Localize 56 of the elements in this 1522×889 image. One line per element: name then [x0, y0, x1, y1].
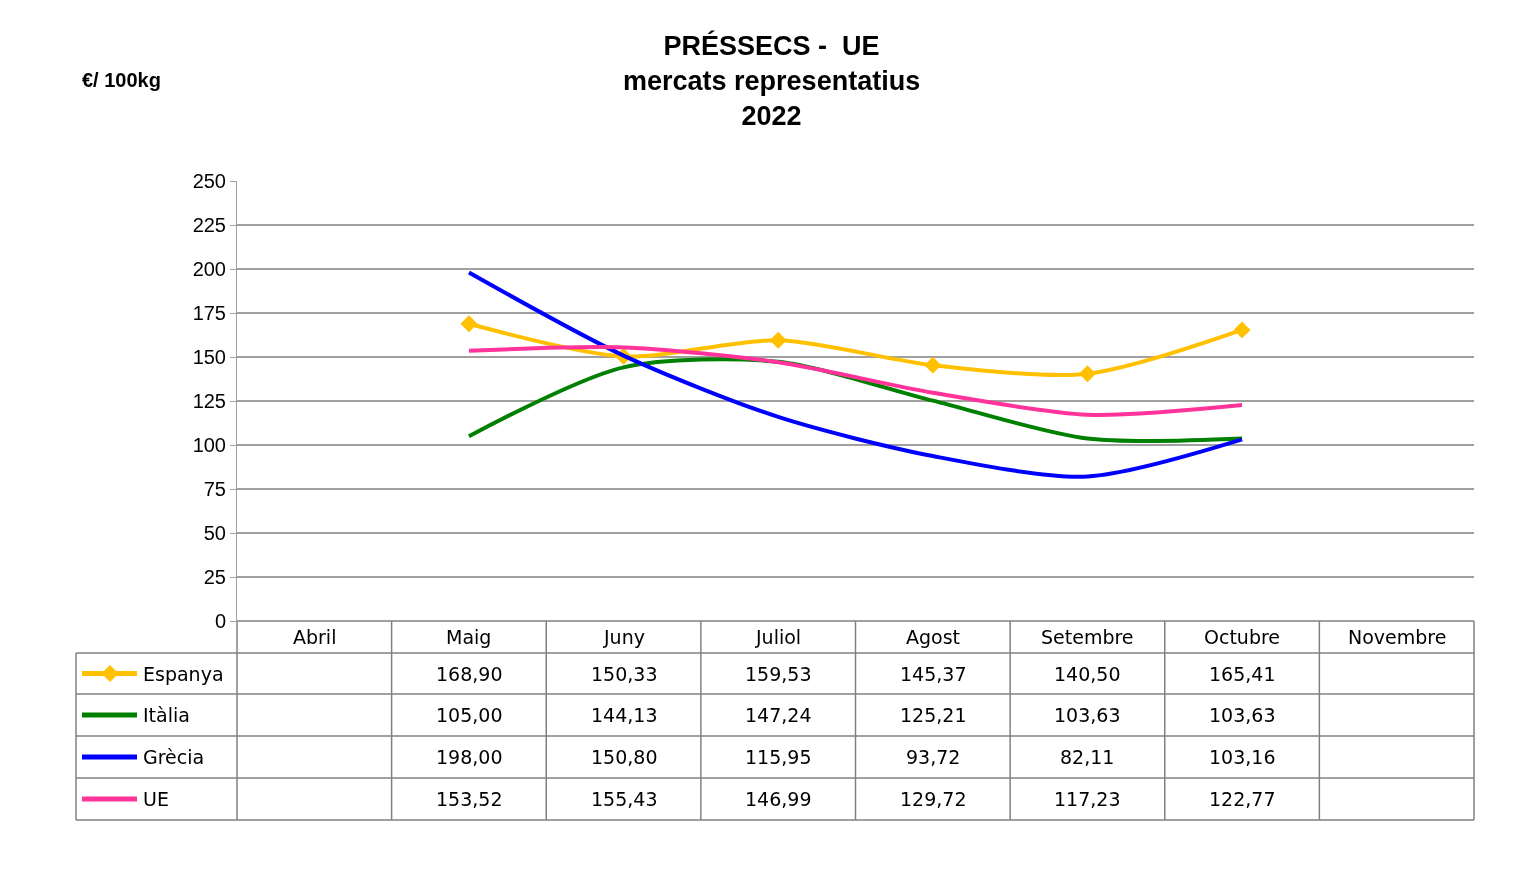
data-label: 129,72 — [900, 788, 967, 810]
y-tick-label: 75 — [203, 478, 226, 500]
x-tick-label: Maig — [446, 626, 492, 648]
data-label: 146,99 — [745, 788, 812, 810]
x-tick-label: Novembre — [1348, 626, 1447, 648]
legend-label: Grècia — [143, 746, 205, 768]
data-label: 115,95 — [745, 746, 812, 768]
y-tick-label: 250 — [192, 170, 226, 192]
legend-label: Espanya — [143, 663, 224, 685]
data-label: 93,72 — [906, 746, 961, 768]
line-series — [466, 270, 1245, 479]
y-tick-label: 100 — [192, 434, 226, 456]
data-label: 105,00 — [436, 704, 503, 726]
data-label: 144,13 — [591, 704, 658, 726]
line-series — [466, 345, 1245, 417]
data-label: 150,33 — [591, 663, 658, 685]
legend-label: Itàlia — [143, 704, 190, 726]
data-label: 153,52 — [436, 788, 503, 810]
data-label: 198,00 — [436, 746, 503, 768]
point — [924, 356, 942, 374]
y-tick-label: 175 — [192, 302, 226, 324]
x-tick-label: Juny — [603, 626, 645, 648]
data-label: 147,24 — [745, 704, 812, 726]
data-label: 140,50 — [1054, 663, 1121, 685]
data-label: 145,37 — [900, 663, 967, 685]
data-label: 155,43 — [591, 788, 658, 810]
point — [769, 331, 787, 349]
data-label: 159,53 — [745, 663, 812, 685]
y-tick-label: 50 — [203, 522, 226, 544]
point — [1233, 321, 1251, 339]
data-label: 103,63 — [1054, 704, 1121, 726]
data-label: 168,90 — [436, 663, 503, 685]
data-label: 117,23 — [1054, 788, 1121, 810]
y-tick-label: 200 — [192, 258, 226, 280]
y-tick-label: 225 — [192, 214, 226, 236]
data-label: 103,63 — [1209, 704, 1276, 726]
y-tick-label: 25 — [203, 566, 226, 588]
x-tick-label: Octubre — [1204, 626, 1281, 648]
data-label: 82,11 — [1060, 746, 1115, 768]
data-label: 122,77 — [1209, 788, 1276, 810]
x-tick-label: Setembre — [1041, 626, 1134, 648]
x-tick-label: Abril — [293, 626, 337, 648]
data-label: 125,21 — [900, 704, 967, 726]
x-tick-label: Agost — [906, 626, 961, 648]
data-label: 103,16 — [1209, 746, 1276, 768]
y-axis-title: €/ 100kg — [82, 69, 161, 91]
y-tick-label: 125 — [192, 390, 226, 412]
point — [1078, 365, 1096, 383]
y-tick-label: 0 — [214, 610, 226, 632]
point — [460, 315, 478, 333]
y-tick-label: 150 — [192, 346, 226, 368]
chart-title: PRÉSSECS - UE mercats representatius 2022 — [623, 30, 921, 132]
data-label: 150,80 — [591, 746, 658, 768]
x-tick-label: Juliol — [755, 626, 802, 648]
legend-label: UE — [143, 788, 169, 810]
data-label: 165,41 — [1209, 663, 1276, 685]
